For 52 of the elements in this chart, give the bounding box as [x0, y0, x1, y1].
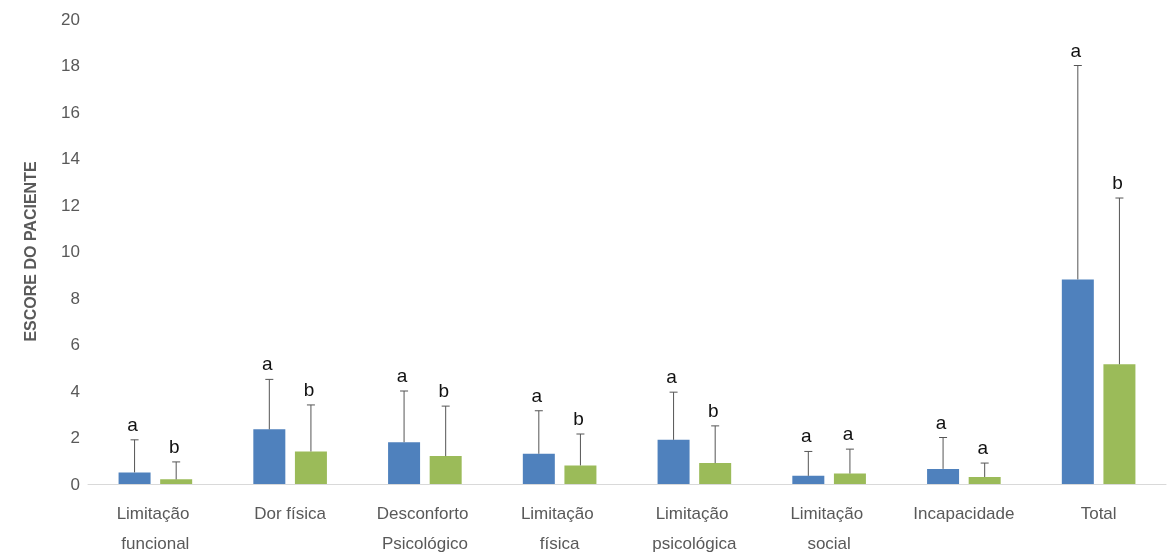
x-tick-label: Limitação funcional	[116, 503, 195, 553]
y-tick-label: 0	[70, 474, 80, 494]
bar	[564, 465, 597, 484]
x-tick-label: Limitação física	[520, 503, 599, 553]
y-tick-label: 14	[61, 149, 80, 168]
annotation: a	[1070, 39, 1082, 61]
bar	[699, 463, 732, 484]
bar	[968, 477, 1001, 484]
annotation: a	[127, 413, 139, 435]
bar	[294, 451, 327, 484]
bar	[1103, 364, 1136, 484]
x-tick-label: Incapacidade	[913, 503, 1015, 523]
bar	[388, 442, 421, 484]
bar	[253, 429, 286, 484]
bar	[1061, 279, 1094, 484]
y-tick-label: 8	[70, 288, 80, 308]
annotation: b	[438, 380, 449, 402]
annotation: b	[303, 378, 315, 400]
annotation: a	[935, 411, 947, 433]
y-tick-label: 16	[61, 102, 80, 122]
x-tick-label: Limitação psicológica	[652, 503, 737, 553]
y-tick-label: 12	[61, 195, 80, 215]
y-tick-label: 2	[70, 428, 80, 447]
annotation: a	[531, 384, 543, 406]
y-tick-label: 20	[61, 9, 80, 29]
x-tick-label: Dor física	[254, 503, 327, 523]
annotation: b	[1112, 172, 1123, 194]
bar	[429, 456, 462, 484]
annotation: a	[396, 365, 408, 386]
annotation: a	[977, 437, 989, 459]
y-tick-label: 10	[61, 242, 80, 261]
y-tick-label: 4	[70, 381, 80, 401]
x-tick-label: Desconforto Psicológico	[376, 503, 474, 553]
annotation: b	[168, 435, 180, 457]
bar	[160, 479, 193, 484]
annotation: a	[801, 425, 813, 447]
annotation: a	[666, 366, 678, 388]
bar	[118, 472, 151, 484]
annotation: a	[842, 423, 854, 445]
x-tick-label: Total	[1080, 503, 1117, 523]
bar	[792, 475, 825, 484]
annotation: b	[707, 399, 719, 421]
y-axis-title: ESCORE DO PACIENTE	[21, 161, 39, 342]
annotation: b	[573, 408, 584, 430]
bar	[927, 468, 960, 484]
bar	[522, 453, 555, 484]
y-tick-label: 18	[61, 56, 80, 75]
annotation: a	[262, 353, 274, 375]
bar	[833, 473, 866, 484]
x-tick-label: Limitação social	[790, 503, 868, 553]
bar	[657, 439, 690, 484]
y-tick-label: 6	[70, 335, 80, 354]
